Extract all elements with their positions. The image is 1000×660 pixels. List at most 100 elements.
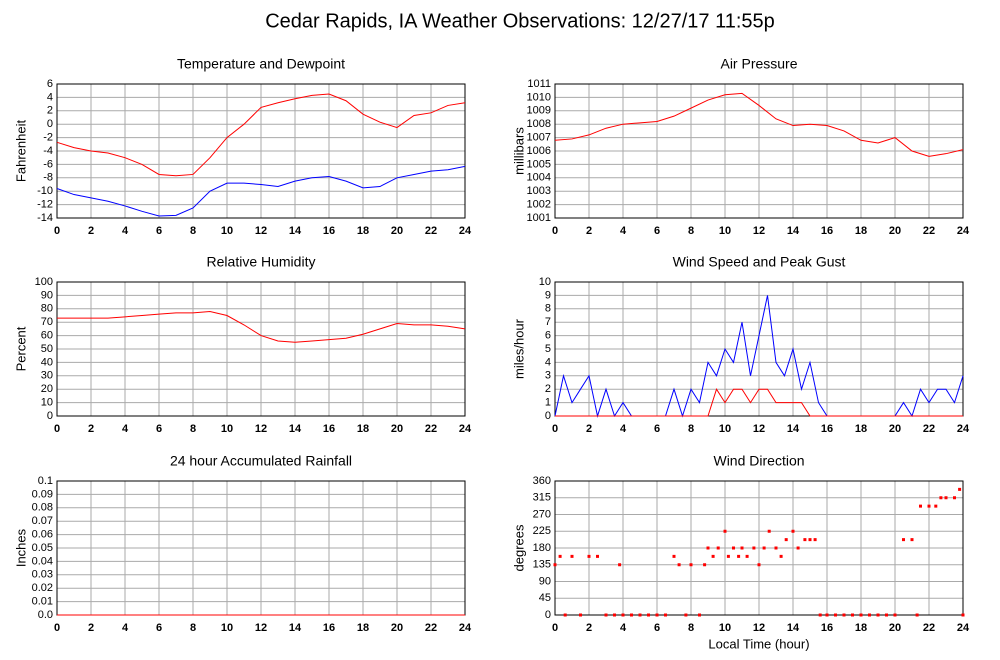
y-tick-label: 4 xyxy=(47,91,53,103)
x-tick-label: 22 xyxy=(425,225,437,237)
point xyxy=(813,538,817,542)
point xyxy=(613,613,616,617)
x-tick-label: 24 xyxy=(957,225,970,237)
x-tick-label: 8 xyxy=(190,423,196,435)
x-tick-label: 4 xyxy=(620,622,627,634)
point xyxy=(587,554,591,558)
point xyxy=(563,613,567,617)
x-tick-label: 14 xyxy=(787,225,800,237)
point xyxy=(737,554,741,558)
point xyxy=(621,613,625,617)
y-tick-label: 70 xyxy=(41,316,53,328)
x-tick-label: 10 xyxy=(719,423,731,435)
point xyxy=(689,563,693,567)
x-tick-label: 8 xyxy=(190,622,196,634)
x-tick-label: 16 xyxy=(821,622,833,634)
x-tick-label: 14 xyxy=(787,622,800,634)
x-tick-label: 22 xyxy=(923,423,935,435)
x-tick-label: 10 xyxy=(221,423,233,435)
x-tick-label: 16 xyxy=(323,423,335,435)
point xyxy=(630,613,633,617)
plot-frame xyxy=(56,281,466,417)
y-tick-label: 9 xyxy=(545,289,551,301)
point xyxy=(910,538,914,542)
chart-title: Wind Direction xyxy=(713,453,804,469)
point xyxy=(939,496,943,500)
x-tick-label: 22 xyxy=(425,423,437,435)
x-tick-label: 20 xyxy=(889,423,901,435)
series-line xyxy=(555,388,963,417)
y-tick-label: 1003 xyxy=(527,185,551,197)
point xyxy=(961,613,965,617)
x-tick-label: 14 xyxy=(289,423,302,435)
x-tick-label: 18 xyxy=(855,622,867,634)
point xyxy=(784,538,788,542)
plot-frame xyxy=(554,281,964,417)
point xyxy=(655,613,659,617)
x-tick-label: 10 xyxy=(221,622,233,634)
y-tick-label: 0 xyxy=(47,118,53,130)
point xyxy=(596,554,599,558)
y-tick-label: 0 xyxy=(47,410,53,422)
point xyxy=(604,613,608,617)
point xyxy=(796,546,800,550)
point xyxy=(757,563,761,567)
point xyxy=(859,613,863,617)
point xyxy=(752,546,756,550)
y-tick-label: 90 xyxy=(41,289,53,301)
x-tick-label: 2 xyxy=(88,225,94,237)
x-tick-label: 2 xyxy=(88,423,94,435)
point xyxy=(553,563,557,567)
point xyxy=(558,554,562,558)
point xyxy=(711,554,715,558)
x-tick-label: 4 xyxy=(122,225,129,237)
y-tick-label: 100 xyxy=(35,276,53,288)
x-tick-label: 14 xyxy=(289,225,302,237)
x-tick-label: 20 xyxy=(391,423,403,435)
y-tick-label: 20 xyxy=(41,383,53,395)
y-tick-label: 1005 xyxy=(527,158,551,170)
x-tick-label: 10 xyxy=(719,225,731,237)
series-line xyxy=(57,310,466,343)
x-tick-label: 22 xyxy=(923,225,935,237)
x-tick-label: 18 xyxy=(855,423,867,435)
point xyxy=(944,496,948,500)
y-tick-label: -10 xyxy=(37,185,53,197)
x-tick-label: 6 xyxy=(654,423,660,435)
x-tick-label: 20 xyxy=(889,225,901,237)
series-line xyxy=(56,93,466,177)
y-tick-label: 180 xyxy=(533,542,551,554)
point xyxy=(842,613,846,617)
point xyxy=(915,613,919,617)
y-tick-label: 2 xyxy=(47,105,53,117)
point xyxy=(677,563,681,567)
point xyxy=(868,613,871,617)
x-tick-label: 8 xyxy=(688,423,694,435)
point xyxy=(723,529,727,533)
point xyxy=(934,504,938,508)
x-tick-label: 20 xyxy=(889,622,901,634)
x-tick-label: 4 xyxy=(122,423,129,435)
x-tick-label: 18 xyxy=(855,225,867,237)
x-tick-label: 6 xyxy=(654,225,660,237)
y-tick-label: 0 xyxy=(545,609,551,621)
y-tick-label: 1001 xyxy=(527,212,551,224)
y-tick-label: -12 xyxy=(37,199,53,211)
x-tick-label: 14 xyxy=(787,423,800,435)
x-tick-label: 18 xyxy=(357,423,369,435)
x-tick-label: 2 xyxy=(586,622,592,634)
x-tick-label: 0 xyxy=(54,622,60,634)
point xyxy=(885,613,888,617)
series-line xyxy=(554,92,964,157)
y-tick-label: 0.02 xyxy=(32,582,53,594)
point xyxy=(803,538,807,542)
x-tick-label: 6 xyxy=(156,225,162,237)
x-tick-label: 10 xyxy=(221,225,233,237)
y-tick-label: 30 xyxy=(41,370,53,382)
y-tick-label: 0.0 xyxy=(38,609,53,621)
chart-title: Wind Speed and Peak Gust xyxy=(673,254,846,270)
y-tick-label: 8 xyxy=(545,303,551,315)
y-tick-label: 1006 xyxy=(527,145,551,157)
point xyxy=(876,613,880,617)
